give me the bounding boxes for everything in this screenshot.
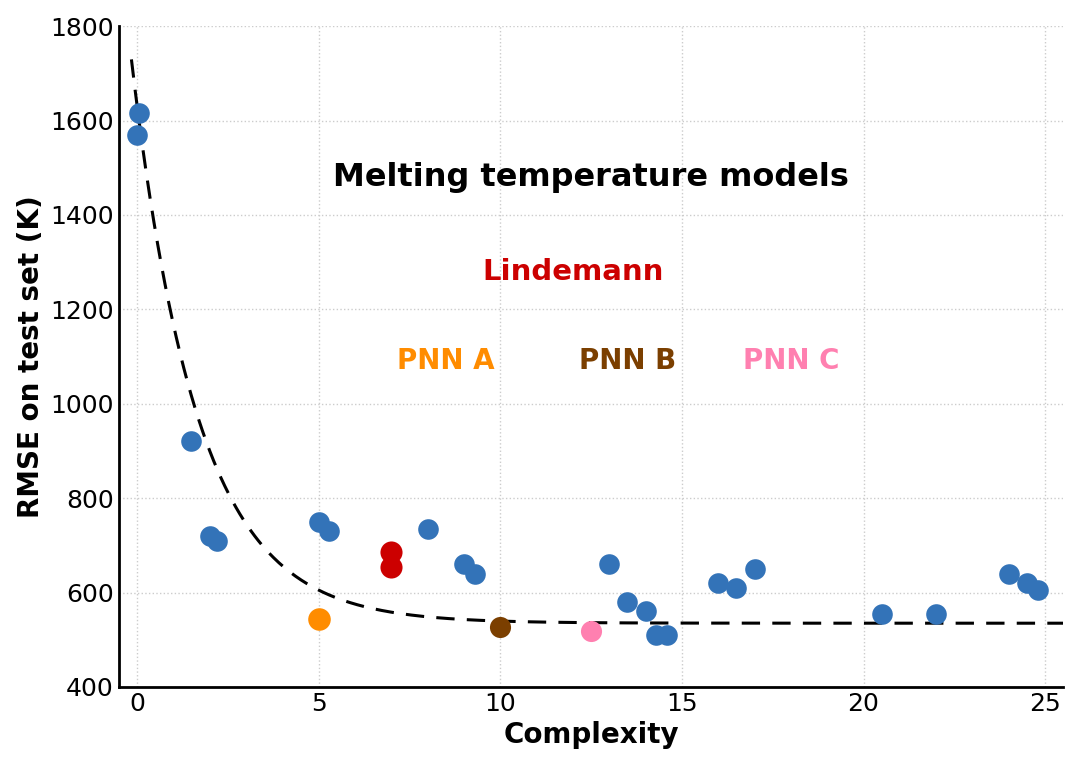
Point <box>619 596 636 608</box>
Point <box>130 107 147 119</box>
Point <box>873 607 890 620</box>
Point <box>310 516 327 528</box>
Point <box>382 561 400 573</box>
Text: PNN A: PNN A <box>396 347 495 375</box>
Point <box>600 558 618 571</box>
Text: PNN C: PNN C <box>743 347 839 375</box>
Point <box>491 620 509 633</box>
Point <box>310 614 327 626</box>
Point <box>321 525 338 537</box>
Text: Lindemann: Lindemann <box>482 257 663 286</box>
X-axis label: Complexity: Complexity <box>503 722 679 749</box>
Point <box>183 435 200 447</box>
Text: Melting temperature models: Melting temperature models <box>333 162 849 193</box>
Point <box>710 577 727 589</box>
Point <box>728 581 745 594</box>
Point <box>419 522 436 535</box>
Text: PNN B: PNN B <box>579 347 676 375</box>
Point <box>746 563 764 575</box>
Point <box>129 129 146 141</box>
Point <box>208 535 226 547</box>
Point <box>637 605 654 617</box>
Point <box>1000 568 1017 580</box>
Point <box>659 629 676 641</box>
Point <box>582 624 599 637</box>
Point <box>382 546 400 558</box>
Point <box>467 568 484 580</box>
Point <box>1018 577 1036 589</box>
Point <box>455 558 472 571</box>
Point <box>928 607 945 620</box>
Point <box>201 530 218 542</box>
Point <box>648 629 665 641</box>
Y-axis label: RMSE on test set (K): RMSE on test set (K) <box>16 195 44 518</box>
Point <box>1029 584 1047 596</box>
